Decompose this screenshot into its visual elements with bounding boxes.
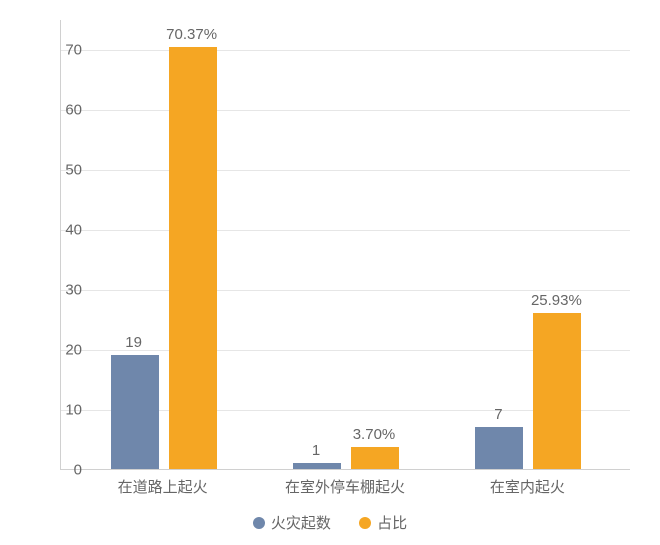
bar-ratio (533, 313, 581, 469)
plot-area (60, 20, 630, 470)
bar-count (475, 427, 523, 469)
legend-item-series2: 占比 (359, 512, 407, 533)
legend-marker-series2 (359, 517, 371, 529)
legend-marker-series1 (253, 517, 265, 529)
bar-value-label: 70.37% (152, 26, 232, 43)
gridline (61, 230, 630, 231)
y-tick-label: 0 (42, 462, 82, 479)
y-tick-label: 50 (42, 162, 82, 179)
bar-value-label: 1 (276, 442, 356, 459)
legend-label-series2: 占比 (377, 512, 407, 533)
legend-item-series1: 火灾起数 (253, 512, 331, 533)
x-category-label: 在道路上起火 (118, 476, 208, 497)
y-tick-label: 10 (42, 402, 82, 419)
y-tick-label: 60 (42, 102, 82, 119)
legend-label-series1: 火灾起数 (271, 512, 331, 533)
gridline (61, 50, 630, 51)
y-tick-label: 30 (42, 282, 82, 299)
bar-value-label: 19 (94, 334, 174, 351)
x-category-label: 在室外停车棚起火 (285, 476, 405, 497)
bar-count (111, 355, 159, 469)
gridline (61, 170, 630, 171)
y-tick-label: 70 (42, 42, 82, 59)
legend: 火灾起数 占比 (0, 512, 660, 533)
bar-count (293, 463, 341, 469)
bar-ratio (169, 47, 217, 469)
bar-ratio (351, 447, 399, 469)
bar-value-label: 7 (458, 406, 538, 423)
gridline (61, 110, 630, 111)
gridline (61, 290, 630, 291)
chart-container: 火灾起数 占比 0 10 20 30 40 50 60 70 在道路上起火 19 70.37% 在室外… (0, 0, 660, 545)
y-tick-label: 40 (42, 222, 82, 239)
y-tick-label: 20 (42, 342, 82, 359)
bar-value-label: 3.70% (334, 426, 414, 443)
x-category-label: 在室内起火 (490, 476, 565, 497)
bar-value-label: 25.93% (516, 292, 596, 309)
